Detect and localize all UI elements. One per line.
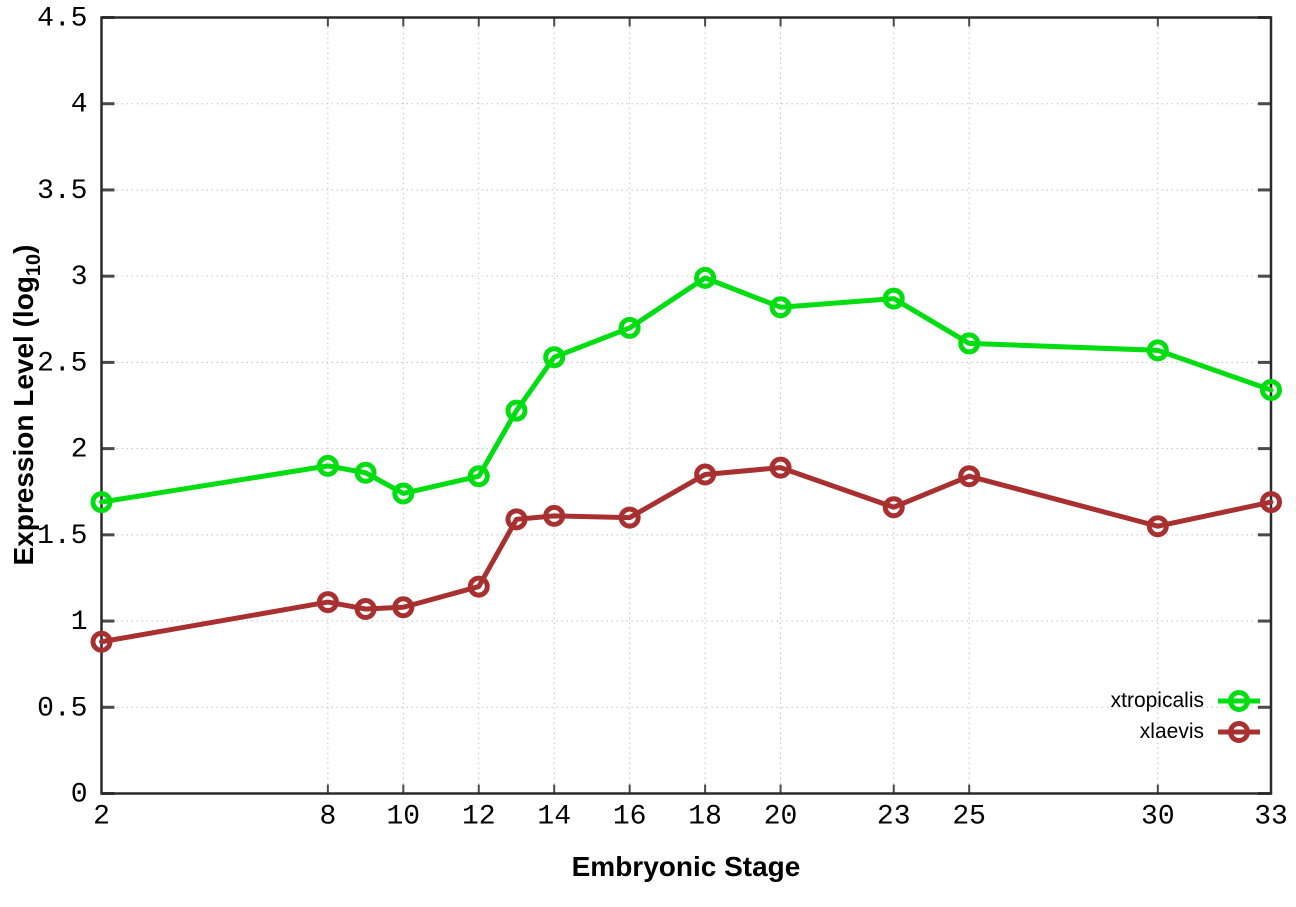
legend-label-xtropicalis: xtropicalis xyxy=(1110,689,1204,712)
y-tick-label: 4.5 xyxy=(37,4,87,35)
y-tick-label: 2.5 xyxy=(37,348,87,379)
y-tick-label: 0 xyxy=(71,780,88,811)
data-point-xtropicalis xyxy=(769,296,792,319)
data-point-xlaevis xyxy=(90,630,113,653)
data-point-xlaevis xyxy=(882,496,905,519)
line-point-marker-icon xyxy=(1218,720,1260,743)
data-point-xtropicalis xyxy=(958,332,981,355)
data-point-xtropicalis xyxy=(392,482,415,505)
data-point-xlaevis xyxy=(543,504,566,527)
legend-item-xlaevis: xlaevis xyxy=(1111,717,1262,746)
y-axis-title-suffix: ) xyxy=(8,244,39,254)
x-tick-label: 10 xyxy=(387,802,421,833)
data-point-xlaevis xyxy=(769,456,792,479)
series-xlaevis xyxy=(90,456,1282,653)
line-point-marker-icon xyxy=(1218,689,1260,712)
data-point-xtropicalis xyxy=(354,461,377,484)
data-point-xtropicalis xyxy=(90,491,113,514)
y-tick-labels: 0 0.5 1 1.5 2 2.5 3 3.5 4 4.5 xyxy=(37,4,87,811)
y-tick-label: 3 xyxy=(71,262,88,293)
data-point-xtropicalis xyxy=(505,399,528,422)
x-tick-label: 30 xyxy=(1141,802,1175,833)
x-tick-label: 20 xyxy=(764,802,798,833)
data-point-xtropicalis xyxy=(543,346,566,369)
y-axis-title-subscript: 10 xyxy=(23,253,45,277)
axis-ticks xyxy=(100,16,1272,795)
data-point-xlaevis xyxy=(1146,515,1169,538)
data-point-xlaevis xyxy=(958,465,981,488)
y-axis-title: Expression Level (log10) xyxy=(8,245,46,566)
x-tick-label: 25 xyxy=(952,802,986,833)
data-point-xlaevis xyxy=(1260,491,1282,514)
data-point-xtropicalis xyxy=(316,454,339,477)
legend: xtropicalis xlaevis xyxy=(1111,686,1262,746)
data-point-xtropicalis xyxy=(467,465,490,488)
data-point-xlaevis xyxy=(467,575,490,598)
y-tick-label: 1 xyxy=(71,607,88,638)
x-tick-label: 23 xyxy=(877,802,911,833)
x-tick-label: 33 xyxy=(1254,802,1288,833)
legend-label-xlaevis: xlaevis xyxy=(1139,720,1204,743)
data-point-xlaevis xyxy=(505,508,528,531)
data-point-xlaevis xyxy=(618,506,641,529)
plot-border xyxy=(100,16,1273,795)
series-line-xtropicalis xyxy=(99,275,1274,505)
x-tick-label: 16 xyxy=(613,802,647,833)
y-axis-title-text: Expression Level (log xyxy=(8,276,39,566)
x-tick-label: 12 xyxy=(462,802,496,833)
y-tick-label: 0.5 xyxy=(37,693,87,724)
data-point-xlaevis xyxy=(694,463,717,486)
x-tick-label: 8 xyxy=(319,802,336,833)
data-point-xtropicalis xyxy=(618,316,641,339)
x-tick-label: 14 xyxy=(537,802,571,833)
legend-item-xtropicalis: xtropicalis xyxy=(1111,686,1262,715)
data-point-xlaevis xyxy=(354,597,377,620)
y-tick-label: 3.5 xyxy=(37,176,87,207)
series-xtropicalis xyxy=(90,266,1282,514)
x-tick-label: 18 xyxy=(688,802,722,833)
gridlines xyxy=(101,17,1271,794)
x-axis-title: Embryonic Stage xyxy=(571,851,801,882)
x-tick-labels: 2 8 10 12 14 16 18 20 23 25 30 33 xyxy=(93,802,1288,833)
y-tick-label: 1.5 xyxy=(37,521,87,552)
y-tick-label: 2 xyxy=(71,435,88,466)
data-point-xtropicalis xyxy=(882,287,905,310)
y-tick-label: 4 xyxy=(71,90,88,121)
series-line-xlaevis xyxy=(99,465,1274,645)
data-point-xlaevis xyxy=(392,596,415,619)
data-point-xtropicalis xyxy=(1260,378,1282,401)
x-tick-label: 2 xyxy=(93,802,110,833)
data-point-xtropicalis xyxy=(1146,339,1169,362)
data-point-xlaevis xyxy=(316,591,339,614)
data-point-xtropicalis xyxy=(694,266,717,289)
